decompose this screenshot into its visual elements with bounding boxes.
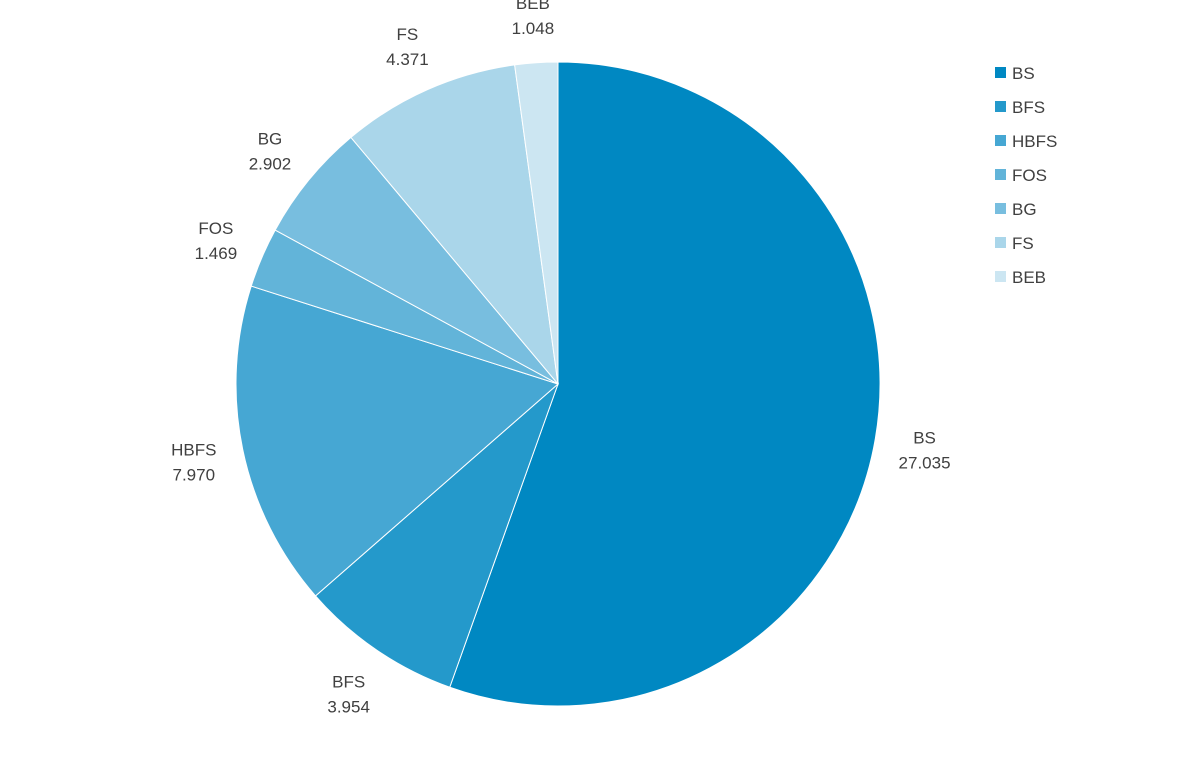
data-label-value-fs: 4.371 [386,50,429,69]
pie-slice-bfs [314,382,560,688]
legend-swatch-beb [995,271,1006,282]
pie-slice-bg [274,136,559,385]
legend-label-hbfs: HBFS [1012,132,1057,151]
legend-swatch-hbfs [995,135,1006,146]
legend-label-beb: BEB [1012,268,1046,287]
data-label-value-bs: 27.035 [899,453,951,472]
legend-label-fos: FOS [1012,166,1047,185]
pie-slice-bs [449,61,881,707]
legend-label-fs: FS [1012,234,1034,253]
data-label-value-bg: 2.902 [249,155,292,174]
legend-label-bfs: BFS [1012,98,1045,117]
legend-swatch-fos [995,169,1006,180]
data-label-category-hbfs: HBFS [171,441,216,460]
data-label-value-fos: 1.469 [195,244,238,263]
legend-swatch-fs [995,237,1006,248]
pie-slice-hbfs [235,285,559,597]
data-label-category-fos: FOS [198,219,233,238]
pie-slices [235,61,881,707]
pie-data-labels: BS 27.035 BFS 3.954 HBFS 7.970 FOS 1.469 BG 2.902… [171,0,950,717]
data-label-value-hbfs: 7.970 [172,466,215,485]
data-label-category-beb: BEB [516,0,550,13]
data-label-value-beb: 1.048 [512,19,555,38]
pie-slice-fs [350,64,559,386]
data-label-category-fs: FS [397,25,419,44]
legend-swatch-bs [995,67,1006,78]
data-label-value-bfs: 3.954 [327,698,370,717]
data-label-category-bg: BG [258,130,283,149]
legend-swatch-bfs [995,101,1006,112]
data-label-category-bs: BS [913,428,936,447]
pie-slice-beb [514,61,559,385]
legend-swatch-bg [995,203,1006,214]
legend-label-bg: BG [1012,200,1037,219]
legend: BS BFS HBFS FOS BG FS BEB [995,64,1057,287]
data-label-category-bfs: BFS [332,673,365,692]
legend-label-bs: BS [1012,64,1035,83]
